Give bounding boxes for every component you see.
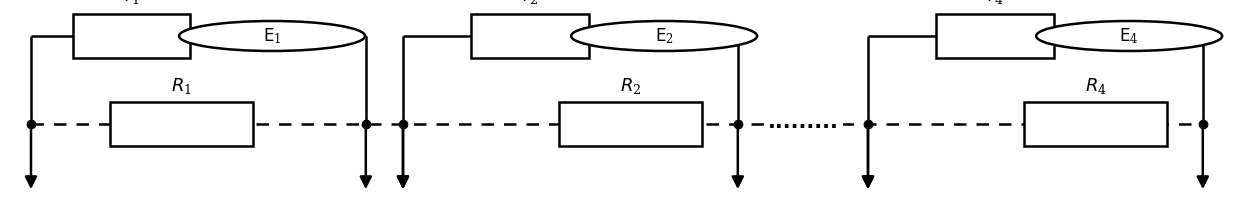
Bar [1024,102,1167,146]
Text: r$_1$: r$_1$ [124,0,139,6]
Bar [559,102,702,146]
Text: E$_4$: E$_4$ [1120,26,1138,46]
Text: r$_4$: r$_4$ [987,0,1003,6]
Text: E$_2$: E$_2$ [655,26,673,46]
Text: R$_2$: R$_2$ [620,76,641,96]
Circle shape [572,21,758,51]
Text: .........: ......... [768,112,839,132]
Text: R$_1$: R$_1$ [171,76,192,96]
Circle shape [179,21,365,51]
Text: R$_4$: R$_4$ [1085,76,1107,96]
Bar [936,14,1054,58]
Text: r$_2$: r$_2$ [522,0,538,6]
Text: E$_1$: E$_1$ [263,26,281,46]
Bar [72,14,190,58]
Bar [110,102,253,146]
Bar [471,14,589,58]
Circle shape [1037,21,1223,51]
